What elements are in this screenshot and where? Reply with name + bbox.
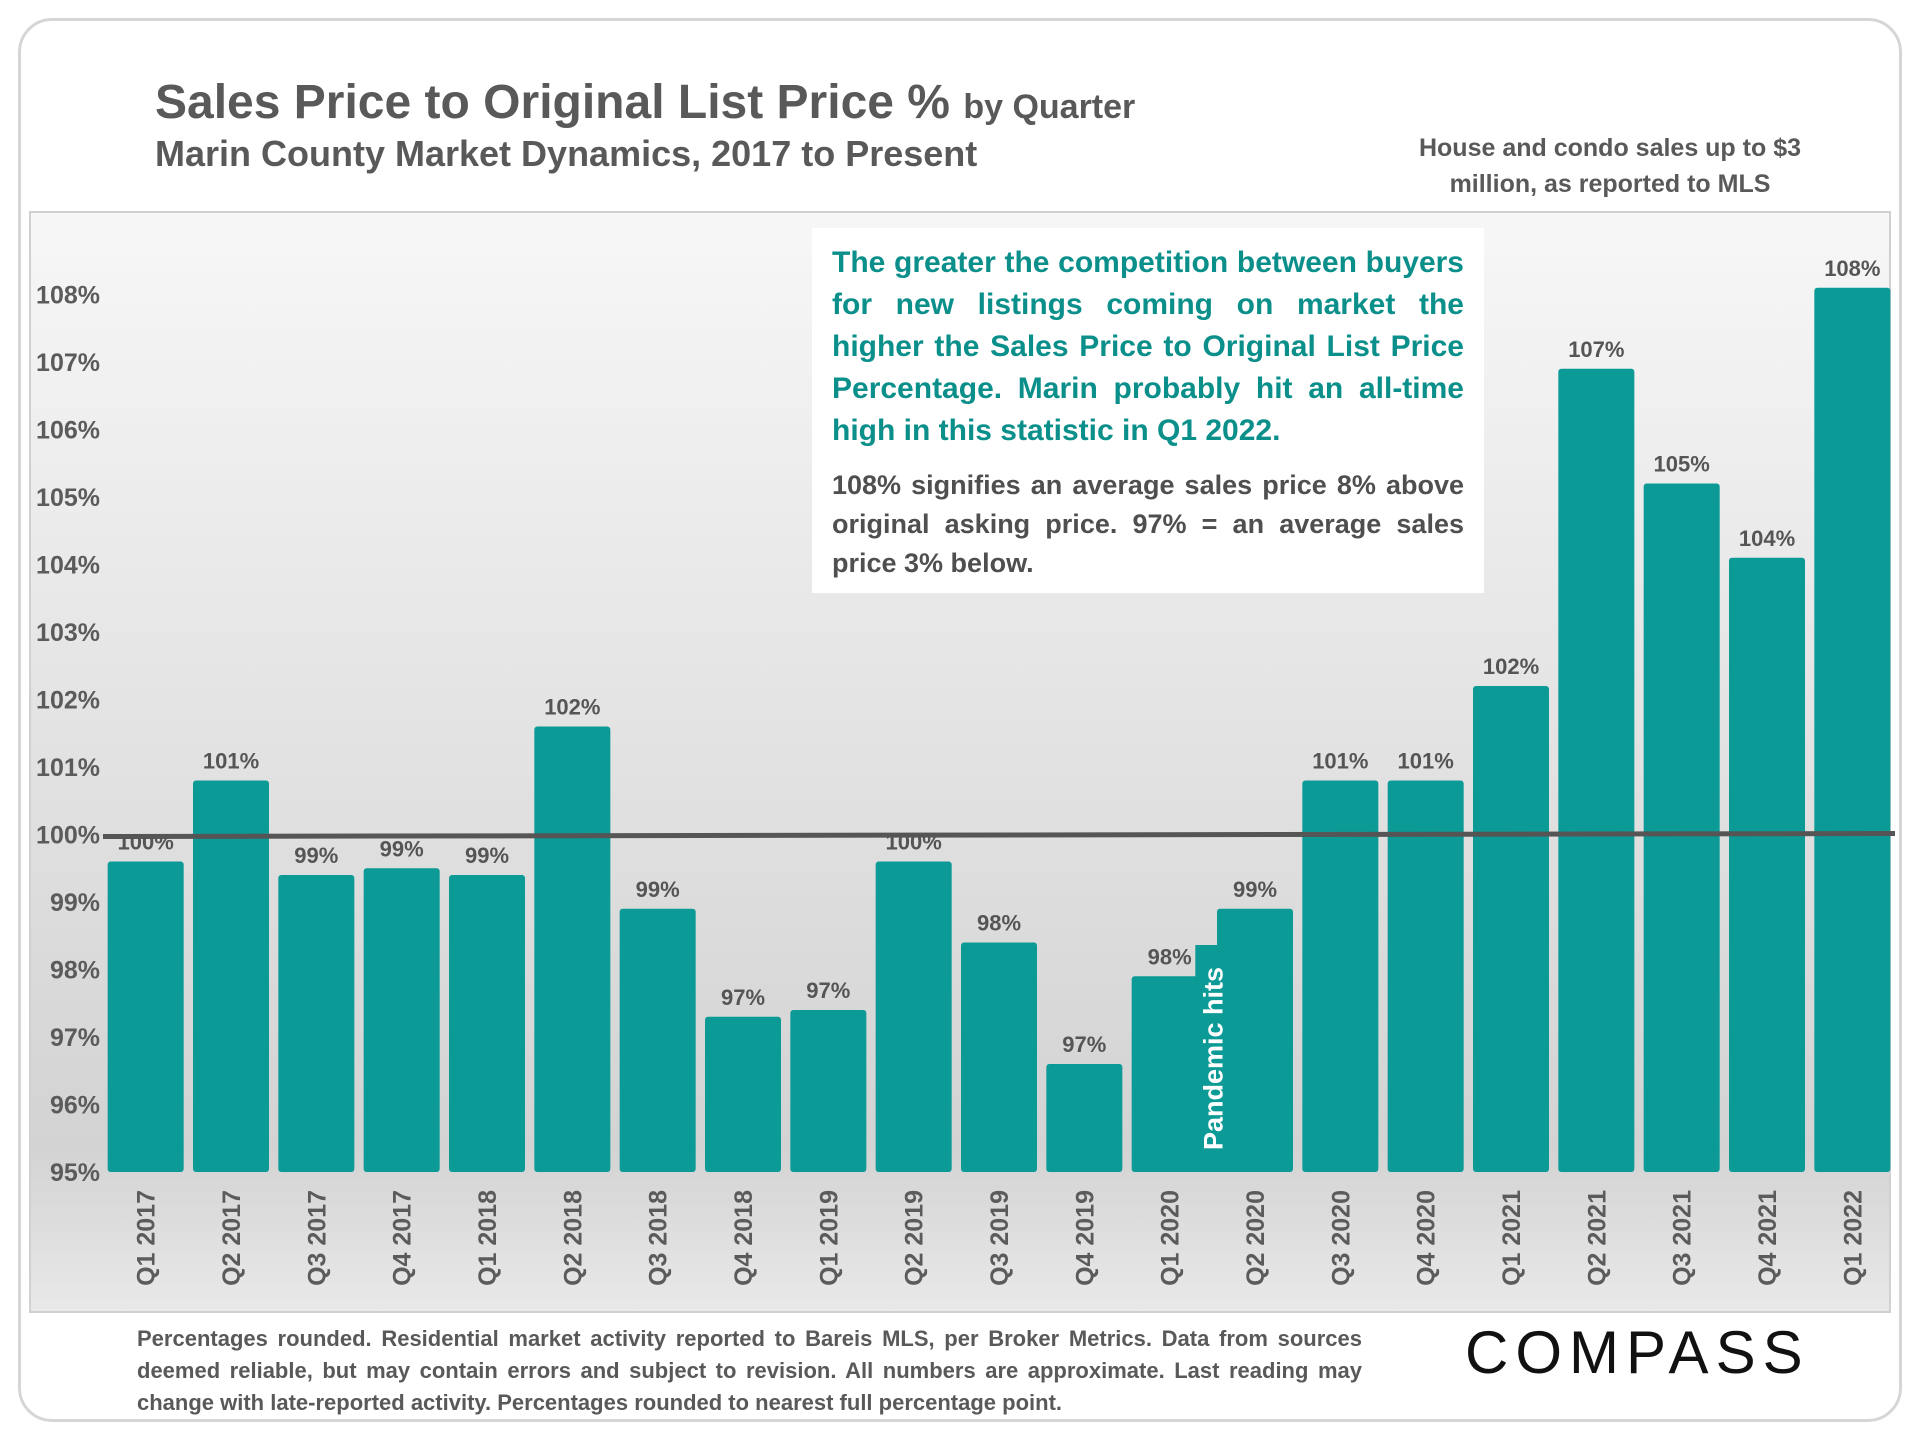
pandemic-marker xyxy=(1195,945,1230,1172)
bar xyxy=(705,1016,781,1172)
bar-value-label: 101% xyxy=(203,749,259,774)
bar xyxy=(790,1010,867,1172)
x-tick-label: Q3 2018 xyxy=(645,1190,673,1286)
callout-lead: The greater the competition between buye… xyxy=(832,246,1464,447)
x-tick-label: Q1 2022 xyxy=(1839,1190,1867,1286)
x-tick-label: Q3 2019 xyxy=(986,1190,1014,1286)
y-tick-label: 103% xyxy=(36,619,100,647)
bar xyxy=(1302,780,1379,1172)
bar xyxy=(1643,483,1720,1172)
chart-title: Sales Price to Original List Price % by … xyxy=(155,76,1136,129)
x-tick-label: Q1 2020 xyxy=(1157,1190,1185,1286)
bar xyxy=(449,875,525,1172)
bar xyxy=(875,861,952,1172)
chart-frame xyxy=(18,18,1902,1422)
bar-value-label: 105% xyxy=(1654,452,1710,477)
x-tick-label: Q1 2019 xyxy=(815,1190,843,1286)
x-tick-label: Q1 2017 xyxy=(133,1190,161,1286)
y-tick-label: 102% xyxy=(36,687,100,715)
bar-value-label: 99% xyxy=(465,843,509,868)
x-tick-label: Q1 2018 xyxy=(474,1190,502,1286)
x-tick-label: Q2 2018 xyxy=(559,1190,587,1286)
bar xyxy=(1558,368,1635,1172)
y-tick-label: 99% xyxy=(50,889,100,917)
y-tick-label: 108% xyxy=(36,282,100,310)
bar-value-label: 99% xyxy=(294,843,338,868)
y-tick-label: 100% xyxy=(36,822,100,850)
x-tick-label: Q3 2021 xyxy=(1669,1190,1697,1286)
bar-value-label: 98% xyxy=(977,911,1021,936)
bar-value-label: 104% xyxy=(1739,526,1795,551)
x-tick-label: Q1 2021 xyxy=(1498,1190,1526,1286)
x-tick-label: Q3 2020 xyxy=(1327,1190,1355,1286)
x-tick-label: Q2 2021 xyxy=(1583,1190,1611,1286)
y-tick-label: 98% xyxy=(50,957,100,985)
title-suffix: by Quarter xyxy=(963,88,1136,126)
x-tick-label: Q3 2017 xyxy=(303,1190,331,1286)
bar xyxy=(107,861,184,1172)
x-tick-label: Q4 2021 xyxy=(1754,1190,1782,1286)
x-tick-label: Q4 2017 xyxy=(389,1190,417,1286)
x-tick-label: Q4 2020 xyxy=(1413,1190,1441,1286)
bar xyxy=(1814,287,1891,1172)
scope-note: House and condo sales up to $3 million, … xyxy=(1418,134,1802,198)
bar xyxy=(193,780,269,1172)
explanation-callout: The greater the competition between buye… xyxy=(812,228,1484,593)
x-tick-label: Q2 2019 xyxy=(901,1190,929,1286)
bar xyxy=(1046,1064,1123,1172)
bar-value-label: 101% xyxy=(1398,749,1454,774)
bar xyxy=(961,942,1037,1172)
bar xyxy=(1387,780,1464,1172)
y-tick-label: 96% xyxy=(50,1092,100,1120)
bar xyxy=(278,875,355,1172)
compass-logo: COMPASS xyxy=(1465,1319,1810,1386)
y-tick-label: 101% xyxy=(36,754,100,782)
bar-value-label: 99% xyxy=(636,877,680,902)
y-tick-label: 97% xyxy=(50,1024,100,1052)
bar-value-label: 97% xyxy=(806,978,850,1003)
bar-value-label: 102% xyxy=(1483,654,1539,679)
bar-value-label: 98% xyxy=(1148,944,1192,969)
bar-value-label: 99% xyxy=(380,836,424,861)
bar-value-label: 100% xyxy=(118,830,174,855)
reference-line-100 xyxy=(102,831,1896,839)
bar-value-label: 97% xyxy=(1062,1032,1106,1057)
bar-value-label: 102% xyxy=(544,695,600,720)
x-tick-label: Q2 2020 xyxy=(1242,1190,1270,1286)
y-tick-label: 95% xyxy=(50,1159,100,1187)
y-tick-label: 107% xyxy=(36,349,100,377)
bar xyxy=(619,908,696,1172)
x-tick-label: Q4 2018 xyxy=(730,1190,758,1286)
bar-value-label: 97% xyxy=(721,985,765,1010)
bar-value-label: 99% xyxy=(1233,877,1277,902)
chart-subtitle: Marin County Market Dynamics, 2017 to Pr… xyxy=(155,133,978,174)
footnote: Percentages rounded. Residential market … xyxy=(137,1326,1362,1415)
y-tick-label: 105% xyxy=(36,484,100,512)
bar xyxy=(1473,686,1549,1172)
pandemic-annotation: Pandemic hits xyxy=(1198,967,1228,1150)
bar xyxy=(534,726,611,1172)
bar-value-label: 108% xyxy=(1824,256,1880,281)
callout-detail: 108% signifies an average sales price 8%… xyxy=(832,470,1464,578)
bar-value-label: 107% xyxy=(1568,337,1624,362)
x-tick-label: Q4 2019 xyxy=(1071,1190,1099,1286)
y-tick-label: 104% xyxy=(36,552,100,580)
bar xyxy=(1217,908,1293,1172)
bar xyxy=(1729,557,1805,1172)
y-tick-label: 106% xyxy=(36,417,100,445)
bar xyxy=(1131,976,1208,1172)
bar-value-label: 101% xyxy=(1312,749,1368,774)
x-tick-label: Q2 2017 xyxy=(218,1190,246,1286)
bar xyxy=(363,868,440,1172)
